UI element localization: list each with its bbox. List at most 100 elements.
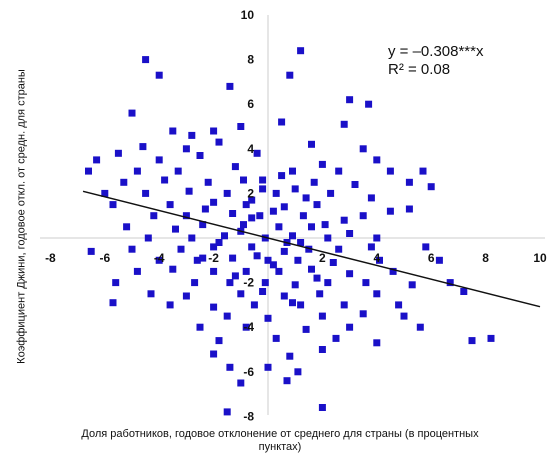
data-point (210, 243, 218, 251)
data-point (264, 363, 272, 371)
data-point (191, 279, 199, 287)
data-point (128, 109, 136, 117)
data-point (210, 350, 218, 358)
data-point (324, 279, 332, 287)
data-point (215, 239, 223, 246)
data-point (318, 160, 326, 168)
y-tick-label: -6 (243, 365, 254, 379)
data-point (321, 221, 329, 229)
data-point (155, 156, 163, 164)
data-point (264, 256, 272, 264)
data-point (169, 265, 177, 273)
x-tick-label: 6 (428, 251, 435, 265)
data-point (272, 334, 280, 342)
data-point (231, 272, 239, 280)
data-point (446, 279, 454, 287)
data-point (169, 127, 177, 135)
data-point (435, 256, 443, 264)
y-tick-label: -2 (243, 276, 254, 290)
data-point (231, 163, 239, 171)
data-point (210, 198, 218, 206)
data-point (226, 363, 234, 371)
data-point (289, 167, 296, 175)
data-point (150, 212, 158, 220)
data-point (302, 194, 310, 202)
data-point (242, 267, 250, 275)
data-point (226, 279, 234, 287)
data-point (299, 212, 307, 220)
data-point (340, 301, 348, 309)
data-point (248, 243, 256, 251)
data-point (318, 312, 326, 320)
data-point (280, 247, 288, 255)
data-point (253, 252, 261, 260)
data-point (259, 288, 267, 295)
data-point (289, 232, 296, 240)
data-point (259, 176, 267, 184)
data-point (188, 131, 196, 139)
data-point (269, 261, 277, 269)
data-point (280, 203, 288, 211)
data-point (289, 299, 296, 307)
data-point (367, 243, 375, 251)
data-point (120, 178, 128, 186)
y-tick-label: 10 (241, 8, 255, 22)
data-point (93, 156, 101, 164)
data-point (155, 71, 163, 79)
x-tick-label: 10 (533, 251, 547, 265)
data-point (310, 178, 318, 186)
data-point (416, 323, 424, 331)
data-point (324, 234, 332, 242)
data-point (204, 178, 212, 186)
data-point (386, 167, 394, 175)
data-point (335, 245, 343, 253)
data-point (210, 267, 218, 275)
data-point (161, 176, 169, 184)
data-point (297, 301, 305, 309)
data-point (275, 267, 283, 275)
data-point (259, 185, 267, 193)
data-point (386, 207, 394, 215)
data-point (359, 310, 367, 318)
data-point (123, 223, 131, 231)
x-tick-label: 4 (373, 251, 380, 265)
data-point (365, 100, 373, 108)
data-point (400, 312, 408, 320)
data-point (142, 56, 150, 64)
data-point (487, 334, 495, 342)
data-point (133, 167, 141, 175)
data-point (177, 245, 185, 253)
data-point (144, 234, 152, 242)
data-point (223, 408, 231, 416)
data-point (182, 212, 190, 220)
data-point (283, 377, 291, 385)
data-point (308, 140, 315, 148)
data-point (351, 181, 359, 188)
data-point (155, 256, 163, 264)
data-point (278, 172, 286, 180)
y-tick-label: 8 (247, 53, 254, 67)
data-point (335, 167, 343, 175)
data-point (422, 243, 430, 251)
data-point (294, 368, 302, 376)
data-point (329, 259, 337, 266)
data-point (253, 149, 261, 157)
data-point (109, 299, 117, 307)
y-tick-labels: -8 -6 -4 -2 2 4 6 8 10 (241, 8, 255, 423)
data-point (373, 156, 381, 164)
data-point (280, 292, 288, 300)
data-point (250, 301, 258, 309)
data-point (389, 267, 397, 275)
data-point (316, 290, 324, 298)
data-point (114, 149, 122, 157)
data-point (221, 232, 228, 240)
y-axis-title: Коэффициент Джини, годовое откл. от сред… (15, 69, 28, 364)
data-point (147, 290, 155, 298)
data-point (275, 223, 283, 231)
data-point (199, 221, 207, 229)
y-tick-label: -4 (243, 320, 254, 334)
data-point (182, 292, 190, 300)
x-tick-label: -2 (208, 251, 219, 265)
data-point (166, 301, 174, 309)
